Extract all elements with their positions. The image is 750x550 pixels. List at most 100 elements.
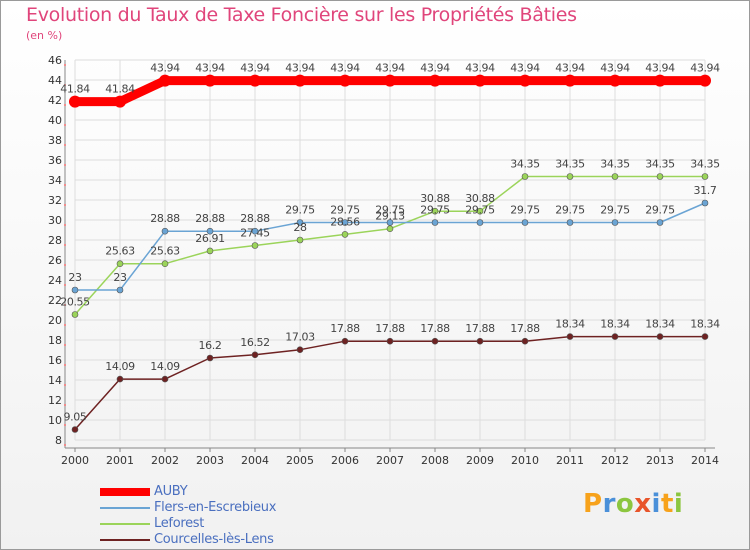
data-point [206, 227, 214, 235]
logo-letter: i [673, 489, 684, 519]
x-tick-label: 2013 [646, 454, 674, 467]
y-tick-label: 46 [48, 54, 62, 67]
data-point [71, 426, 79, 433]
y-tick-label: 28 [48, 234, 62, 247]
data-point [611, 219, 619, 226]
data-label: 29.75 [375, 204, 405, 217]
data-label: 43.94 [555, 62, 585, 75]
legend-swatch [100, 488, 150, 496]
y-minor-tick [64, 384, 66, 386]
legend-label: Flers-en-Escrebieux [154, 500, 277, 515]
data-point [429, 74, 441, 87]
x-tick-label: 2003 [196, 454, 224, 467]
x-tick-label: 2000 [61, 454, 89, 467]
logo-letter: x [634, 489, 652, 519]
data-point [654, 74, 666, 87]
x-tick-label: 2002 [151, 454, 179, 467]
data-label: 27.45 [240, 227, 270, 240]
data-label: 18.34 [645, 318, 675, 331]
data-point [251, 351, 259, 359]
data-point [566, 219, 574, 226]
data-point [521, 219, 529, 226]
y-tick-label: 12 [48, 394, 62, 407]
data-label: 34.35 [645, 158, 675, 171]
data-label: 43.94 [285, 62, 315, 75]
data-label: 34.35 [600, 158, 630, 171]
data-label: 34.35 [510, 158, 540, 171]
data-point [159, 74, 171, 87]
data-point [611, 333, 619, 340]
y-tick-label: 44 [48, 74, 62, 87]
data-label: 43.94 [510, 62, 540, 75]
data-label: 30.88 [465, 192, 495, 205]
y-tick-label: 16 [48, 354, 62, 367]
x-tick-label: 2010 [511, 454, 539, 467]
y-tick-label: 18 [48, 334, 62, 347]
data-label: 43.94 [195, 62, 225, 75]
data-point [114, 95, 126, 108]
data-point [476, 219, 484, 226]
data-label: 29.75 [420, 204, 450, 217]
data-point [341, 231, 349, 238]
data-label: 16.2 [199, 339, 222, 352]
data-label: 23 [68, 271, 82, 284]
legend-label: AUBY [154, 484, 188, 499]
data-point [161, 375, 169, 383]
data-label: 31.7 [694, 184, 717, 197]
legend-swatch [100, 523, 150, 525]
y-minor-tick [64, 404, 66, 406]
data-point [71, 311, 79, 318]
data-label: 41.84 [60, 83, 90, 96]
y-tick-label: 26 [48, 254, 62, 267]
data-point [701, 173, 709, 180]
logo-letter: r [602, 489, 616, 519]
data-label: 43.94 [645, 62, 675, 75]
y-tick-label: 8 [55, 434, 62, 447]
data-point [116, 286, 124, 294]
y-tick-label: 20 [48, 314, 62, 327]
data-point [611, 173, 619, 180]
data-point [341, 219, 349, 226]
data-label: 17.88 [330, 322, 360, 335]
data-label: 28 [293, 221, 307, 234]
data-point [206, 247, 214, 255]
data-point [474, 74, 486, 87]
y-minor-tick [64, 304, 66, 306]
y-minor-tick [64, 344, 66, 346]
data-point [521, 337, 529, 345]
y-tick-label: 40 [48, 114, 62, 127]
logo-letter: o [615, 489, 635, 519]
data-label: 43.94 [375, 62, 405, 75]
data-label: 29.75 [510, 204, 540, 217]
data-point [386, 219, 394, 226]
x-tick-label: 2001 [106, 454, 134, 467]
y-minor-tick [64, 204, 66, 206]
data-label: 29.13 [375, 210, 405, 223]
data-point [206, 354, 214, 362]
data-point [251, 227, 259, 235]
y-tick-label: 24 [48, 274, 62, 287]
data-label: 14.09 [150, 360, 180, 373]
data-point [566, 333, 574, 340]
y-minor-tick [64, 364, 66, 366]
y-minor-tick [64, 84, 66, 86]
data-label: 18.34 [600, 318, 630, 331]
data-point [116, 375, 124, 383]
x-tick-label: 2008 [421, 454, 449, 467]
data-label: 20.55 [60, 296, 90, 309]
y-tick-label: 22 [48, 294, 62, 307]
data-label: 43.94 [465, 62, 495, 75]
data-point [71, 286, 79, 294]
x-tick-label: 2009 [466, 454, 494, 467]
legend-label: Courcelles-lès-Lens [154, 532, 274, 547]
y-tick-label: 38 [48, 134, 62, 147]
data-point [341, 337, 349, 345]
data-label: 17.88 [510, 322, 540, 335]
data-point [476, 207, 484, 215]
y-minor-tick [64, 324, 66, 326]
data-point [609, 74, 621, 87]
data-label: 43.94 [240, 62, 270, 75]
data-point [296, 219, 304, 226]
x-tick-label: 2006 [331, 454, 359, 467]
